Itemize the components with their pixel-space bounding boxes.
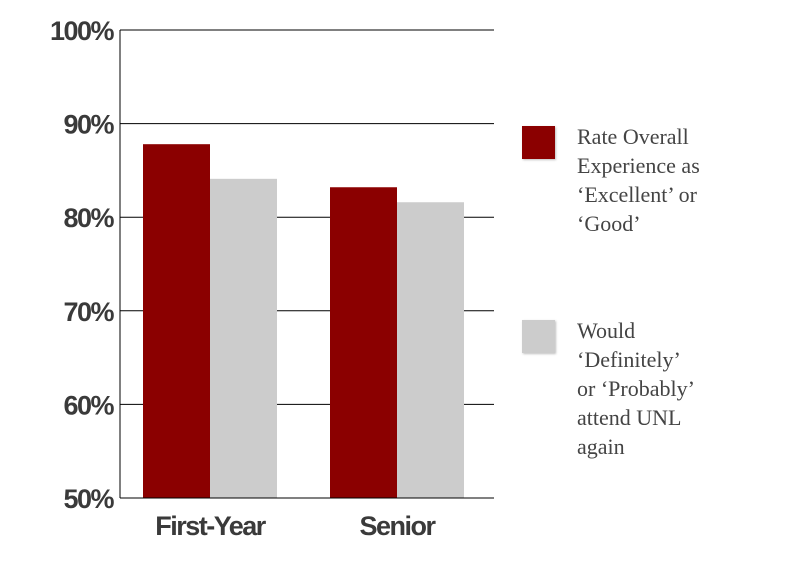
bars (143, 144, 464, 499)
legend-swatch-red (522, 126, 555, 159)
y-tick-labels: 100% 90% 80% 70% 60% 50% (50, 16, 116, 514)
y-tick-label: 80% (63, 203, 114, 233)
x-tick-label-senior: Senior (359, 511, 436, 541)
y-tick-label: 50% (63, 484, 114, 514)
axes (119, 30, 494, 499)
y-tick-label: 60% (63, 390, 114, 420)
bar-first-year-series-1 (210, 178, 277, 498)
y-tick-label: 100% (50, 16, 115, 46)
bar-first-year-series-0 (143, 144, 210, 498)
y-tick-label: 70% (63, 297, 114, 327)
x-tick-label-first-year: First-Year (155, 511, 267, 541)
legend-swatch-gray (522, 320, 555, 353)
x-tick-labels: First-Year Senior (155, 511, 438, 541)
bar-senior-series-0 (330, 187, 397, 499)
bar-senior-series-1 (397, 202, 464, 498)
legend-label: Rate Overall Experience as ‘Excellent’ o… (577, 124, 700, 236)
legend-label: Would ‘Definitely’ or ‘Probably’ attend … (577, 318, 695, 459)
y-tick-label: 90% (63, 110, 114, 140)
